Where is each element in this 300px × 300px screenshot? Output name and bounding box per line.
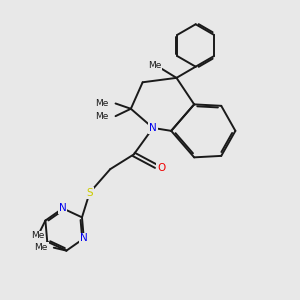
Text: Me: Me bbox=[34, 243, 48, 252]
Text: Me: Me bbox=[148, 61, 161, 70]
Text: Me: Me bbox=[95, 112, 109, 121]
Text: O: O bbox=[157, 163, 165, 173]
Text: N: N bbox=[80, 233, 88, 244]
Text: N: N bbox=[59, 203, 67, 213]
Text: Me: Me bbox=[95, 99, 109, 108]
Text: Me: Me bbox=[31, 231, 45, 240]
Text: N: N bbox=[149, 123, 157, 133]
Text: S: S bbox=[86, 188, 93, 198]
